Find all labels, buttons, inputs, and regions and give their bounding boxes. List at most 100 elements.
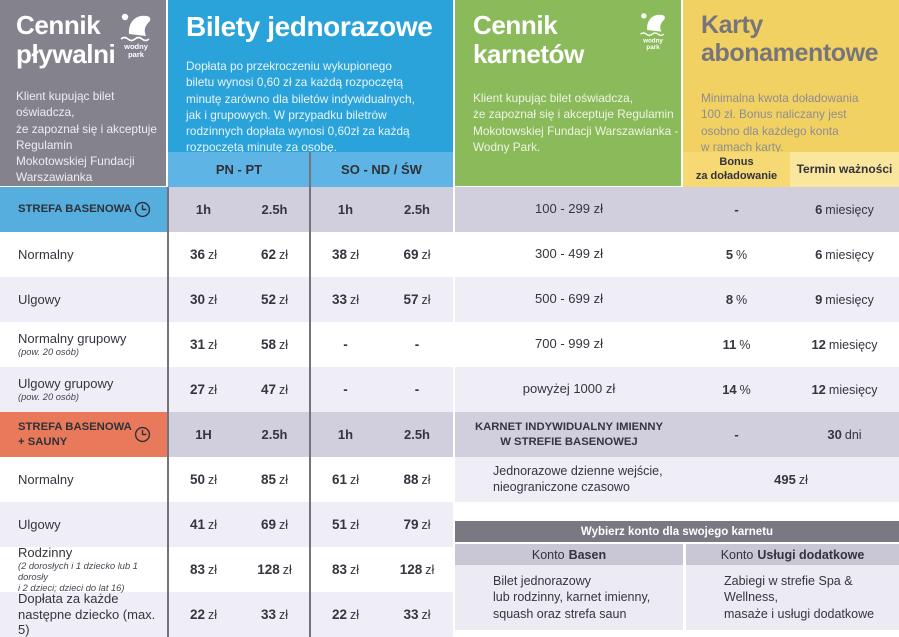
- karnet-row: 500 - 699 zł 8% 9 miesięcy: [455, 277, 899, 322]
- cards-panel: Karty abonamentowe Minimalna kwota doład…: [683, 0, 899, 154]
- wodny-park-logo: wodny park: [112, 8, 160, 60]
- validity-cell: 30 dni: [827, 427, 862, 442]
- bonus-cell: 8%: [725, 292, 748, 307]
- svg-text:wodny: wodny: [123, 42, 149, 51]
- col-header-weekdays: PN - PT: [215, 162, 263, 177]
- row-label: Ulgowy grupowy (pow. 20 osób): [18, 375, 114, 403]
- single-tickets-panel: Bilety jednorazowe Dopłata po przekrocze…: [168, 0, 453, 154]
- clock-icon: [134, 426, 151, 443]
- ticket-row-normalny-grupowy: Normalny grupowy (pow. 20 osób) 31 zł 58 zł…: [0, 322, 453, 367]
- konto-uslugi-header: Konto Usługi dodatkowe: [686, 544, 899, 565]
- duration-header: 1H: [168, 412, 239, 457]
- price-cell: 33 zł: [331, 292, 360, 307]
- price-cell: 51 zł: [331, 517, 360, 532]
- price-cell: 128 zł: [257, 562, 292, 577]
- duration-header: 2.5h: [239, 187, 310, 232]
- single-tickets-title: Bilety jednorazowe: [186, 11, 433, 42]
- price-cell: 62 zł: [260, 247, 289, 262]
- price-cell: 33 zł: [403, 607, 431, 622]
- karnet-imienny-label: KARNET INDYWIDUALNY IMIENNY W STREFIE BA…: [474, 421, 664, 448]
- bonus-cell: 5%: [725, 247, 748, 262]
- karnet-row: 300 - 499 zł 5% 6 miesięcy: [455, 232, 899, 277]
- pool-disclaimer: Klient kupując bilet oświadcza, że zapoz…: [16, 89, 157, 201]
- validity-cell: 9 miesięcy: [815, 292, 874, 307]
- row-label: Normalny grupowy (pow. 20 osób): [18, 330, 127, 358]
- validity-cell: 12 miesięcy: [811, 337, 878, 352]
- price-cell: 88 zł: [403, 472, 431, 487]
- price-cell: 38 zł: [331, 247, 360, 262]
- price-cell: 79 zł: [403, 517, 431, 532]
- price-cell: 30 zł: [189, 292, 218, 307]
- bonus-cell: 14%: [722, 382, 751, 397]
- pool-title: Cennik pływalni: [16, 10, 116, 70]
- price-cell: 83 zł: [189, 562, 218, 577]
- karnet-row-imienny: KARNET INDYWIDUALNY IMIENNY W STREFIE BA…: [455, 412, 899, 457]
- ticket-row-normalny: Normalny 36 zł 62 zł 38 zł 69 zł: [0, 232, 453, 277]
- wodny-park-logo: wodny park: [633, 8, 673, 52]
- zone-header-row-basen-sauny: STREFA BASENOWA + SAUNY 1H 2.5h 1h 2.5h: [0, 412, 453, 457]
- price-cell: 22 zł: [189, 607, 218, 622]
- duration-header: 1h: [168, 187, 239, 232]
- karnet-row: 100 - 299 zł - 6 miesięcy: [455, 187, 899, 232]
- konto-basen-header: Konto Basen: [455, 544, 683, 565]
- price-cell: 69 zł: [260, 517, 289, 532]
- recharge-range: 100 - 299 zł: [535, 201, 603, 217]
- konto-descriptions: Bilet jednorazowy lub rodzinny, karnet i…: [455, 565, 899, 630]
- duration-header: 1h: [310, 187, 381, 232]
- duration-header: 2.5h: [239, 412, 310, 457]
- single-tickets-note: Dopłata po przekroczeniu wykupionego bil…: [186, 59, 415, 155]
- bonus-cell: 11%: [722, 337, 751, 352]
- recharge-range: 500 - 699 zł: [535, 291, 603, 307]
- single-tickets-table: STREFA BASENOWA 1h 2.5h 1h 2.5h Normalny…: [0, 187, 453, 637]
- bonus-cell: -: [734, 427, 739, 442]
- karnet-title: Cennik karnetów: [473, 10, 584, 70]
- price-cell: 85 zł: [260, 472, 289, 487]
- cards-note: Minimalna kwota doładowania 100 zł. Bonu…: [701, 91, 859, 154]
- price-cell: 33 zł: [260, 607, 289, 622]
- svg-text:wodny: wodny: [642, 38, 663, 45]
- karnet-disclaimer: Klient kupując bilet oświadcza, że zapoz…: [473, 91, 679, 154]
- recharge-range: 700 - 999 zł: [535, 336, 603, 352]
- svg-text:park: park: [128, 50, 145, 59]
- col-header-validity: Termin ważności: [790, 152, 899, 187]
- price-cell: 57 zł: [403, 292, 431, 307]
- karnet-row-dzienne-wejscie: Jednorazowe dzienne wejście, nieogranicz…: [455, 457, 899, 502]
- ticket-row-ulgowy-grupowy: Ulgowy grupowy (pow. 20 osób) 27 zł 47 zł -…: [0, 367, 453, 412]
- row-label: Ulgowy: [18, 291, 61, 307]
- row-label: Normalny: [18, 246, 74, 262]
- price-cell: 27 zł: [189, 382, 218, 397]
- cards-title: Karty abonamentowe: [701, 11, 879, 67]
- col-header-weekend: SO - ND / ŚW: [341, 162, 422, 177]
- konto-headers: Konto Basen Konto Usługi dodatkowe: [455, 544, 899, 565]
- validity-cell: 6 miesięcy: [815, 247, 874, 262]
- row-label: Normalny: [18, 471, 74, 487]
- price-cell: 495 zł: [774, 472, 808, 487]
- duration-header: 1h: [310, 412, 381, 457]
- recharge-range: 300 - 499 zł: [535, 246, 603, 262]
- price-cell: 47 zł: [260, 382, 289, 397]
- karnet-panel: Cennik karnetów wodny park Klient kupują…: [455, 0, 681, 186]
- price-cell: 31 zł: [189, 337, 218, 352]
- zone-header-row-basen: STREFA BASENOWA 1h 2.5h 1h 2.5h: [0, 187, 453, 232]
- price-cell: 69 zł: [403, 247, 431, 262]
- ticket-row-doplata-dziecko: Dopłata za każde następne dziecko (max. …: [0, 591, 453, 637]
- price-cell: 22 zł: [331, 607, 360, 622]
- zone-label-basen-sauny: STREFA BASENOWA + SAUNY: [0, 412, 168, 457]
- row-label: Rodzinny (2 dorosłych i 1 dziecko lub 1 d…: [18, 544, 138, 594]
- zone-label-basen: STREFA BASENOWA: [0, 187, 168, 232]
- konto-basen-description: Bilet jednorazowy lub rodzinny, karnet i…: [455, 565, 683, 630]
- price-cell: -: [414, 337, 420, 352]
- price-cell: 41 zł: [189, 517, 218, 532]
- pool-panel: Cennik pływalni wodny park Klient kupują…: [0, 0, 166, 201]
- ticket-row-normalny-sauny: Normalny 50 zł 85 zł 61 zł 88 zł: [0, 457, 453, 502]
- price-cell: -: [343, 382, 348, 397]
- table-divider: [309, 152, 311, 637]
- svg-text:park: park: [646, 44, 660, 51]
- price-cell: 50 zł: [189, 472, 218, 487]
- price-cell: 36 zł: [189, 247, 218, 262]
- ticket-row-ulgowy-sauny: Ulgowy 41 zł 69 zł 51 zł 79 zł: [0, 502, 453, 547]
- karnet-row: powyżej 1000 zł 14% 12 miesięcy: [455, 367, 899, 412]
- row-label: Dopłata za każde następne dziecko (max. …: [18, 591, 156, 637]
- cards-column-headers: Bonus za doładowanie Termin ważności: [683, 152, 899, 187]
